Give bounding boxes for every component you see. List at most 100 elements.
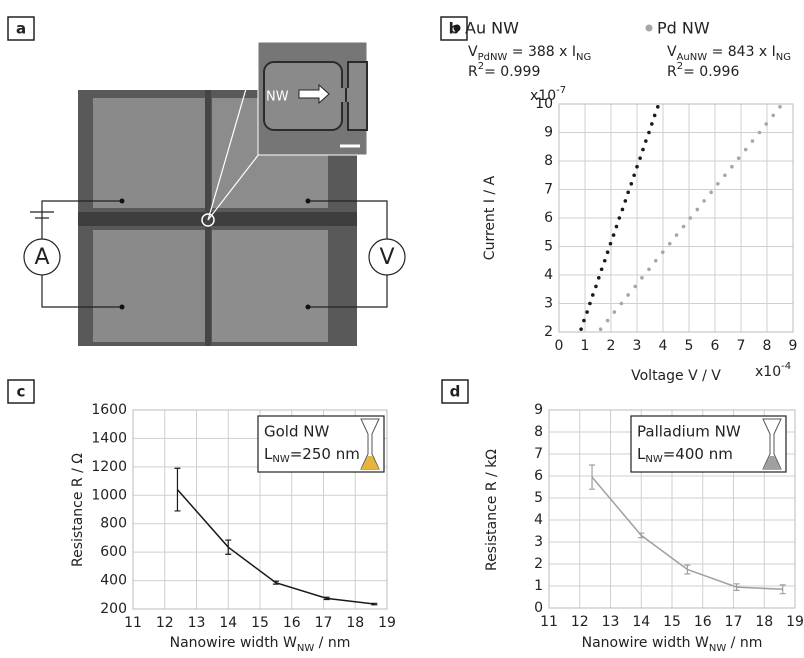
y-axis-label: Current I / A (482, 175, 498, 260)
legend-marker (645, 24, 653, 32)
inset-subtitle: LNW=400 nm (637, 445, 733, 466)
inset-label: NW (266, 90, 289, 105)
text-part: NW (645, 454, 662, 465)
x-tick-label: 4 (659, 338, 668, 354)
text-part: = 388 x I (507, 44, 576, 60)
data-point (723, 173, 727, 178)
error-bar (733, 583, 740, 591)
data-point (596, 276, 601, 280)
data-point (709, 190, 713, 195)
x-tick-label: 7 (737, 338, 746, 354)
text-part: = 0.996 (683, 64, 739, 80)
legend-marker (453, 24, 461, 32)
x-tick-label: 15 (251, 615, 269, 631)
error-bar (684, 564, 691, 575)
text-part: =400 nm (663, 445, 733, 463)
y-tick-label: 800 (100, 516, 127, 532)
y-tick-label: 2 (534, 556, 543, 572)
data-point (667, 241, 672, 246)
contact-dots (119, 198, 311, 310)
y-tick-label: 1000 (91, 487, 127, 503)
data-point (588, 301, 592, 306)
inset-box (630, 415, 787, 473)
panel-label-box (441, 379, 469, 404)
data-point (730, 164, 734, 169)
x-axis-label: Voltage V / V (631, 368, 721, 384)
x-tick-label: 17 (725, 614, 743, 630)
y-tick-label: 3 (534, 534, 543, 550)
data-point (619, 301, 624, 306)
error-bar (272, 580, 279, 585)
data-point (778, 105, 782, 109)
error-bar (638, 532, 645, 539)
text-part: V (468, 44, 478, 60)
data-point (602, 258, 607, 263)
annotation: R2= 0.996 (667, 61, 739, 80)
data-point (660, 250, 665, 254)
text-part: AuNW (677, 52, 708, 63)
data-point (598, 327, 603, 331)
data-point (611, 233, 616, 237)
text-part: R (468, 64, 478, 80)
data-point (688, 216, 693, 220)
data-point (653, 258, 658, 263)
data-point (638, 156, 642, 160)
data-point (647, 267, 651, 272)
data-point (591, 293, 595, 297)
y-tick-label: 10 (535, 96, 553, 112)
nanowire-icon-fill (763, 456, 781, 469)
text-part: =250 nm (290, 445, 360, 463)
data-point (641, 147, 645, 152)
text-part: = 843 x I (707, 44, 776, 60)
x-tick-label: 1 (581, 338, 590, 354)
data-point (633, 284, 637, 289)
x-tick-label: 5 (685, 338, 694, 354)
text-part: -4 (781, 361, 791, 372)
text-part: NG (576, 52, 591, 63)
annotation: VAuNW = 843 x ING (667, 44, 791, 63)
y-tick-label: 1 (534, 578, 543, 594)
text-part: 2 (677, 61, 683, 72)
data-point (640, 276, 644, 280)
data-point (612, 310, 617, 314)
x-tick-label: 15 (663, 614, 681, 630)
text-part: 2 (478, 61, 484, 72)
data-point (579, 327, 583, 331)
text-part: NG (776, 52, 791, 63)
text-part: V (667, 44, 677, 60)
data-point (681, 224, 686, 229)
x-axis-label: Nanowire width WNW / nm (582, 635, 763, 654)
x-tick-label: 12 (571, 614, 589, 630)
annotation: R2= 0.999 (468, 61, 540, 80)
error-bar (589, 464, 596, 490)
x-tick-label: 14 (219, 615, 237, 631)
y-tick-label: 9 (534, 402, 543, 418)
y-tick-label: 200 (100, 601, 127, 617)
y-tick-label: 1600 (91, 402, 127, 418)
data-point (626, 293, 630, 297)
x-tick-label: 16 (283, 615, 301, 631)
text-part: Nanowire width W (582, 635, 709, 651)
text-part: L (264, 445, 273, 463)
text-part: -7 (556, 85, 566, 96)
x-tick-label: 2 (607, 338, 616, 354)
y-tick-label: 0 (534, 600, 543, 616)
data-point (585, 310, 589, 314)
x-multiplier: x10-4 (755, 361, 791, 380)
inset-title: Palladium NW (637, 423, 741, 441)
text-part: NW (272, 454, 289, 465)
y-tick-label: 600 (100, 544, 127, 560)
y-tick-label: 9 (544, 125, 553, 141)
inset-subtitle: LNW=250 nm (264, 445, 360, 466)
text-part: / nm (314, 635, 350, 651)
legend-label: Pd NW (657, 19, 710, 38)
circuit-wires (23, 200, 406, 308)
x-tick-label: 16 (694, 614, 712, 630)
error-bar (779, 584, 786, 595)
panel-label-box (7, 379, 35, 404)
y-tick-label: 4 (544, 267, 553, 283)
data-point (599, 267, 604, 272)
x-tick-label: 12 (156, 615, 174, 631)
data-point (716, 182, 720, 186)
